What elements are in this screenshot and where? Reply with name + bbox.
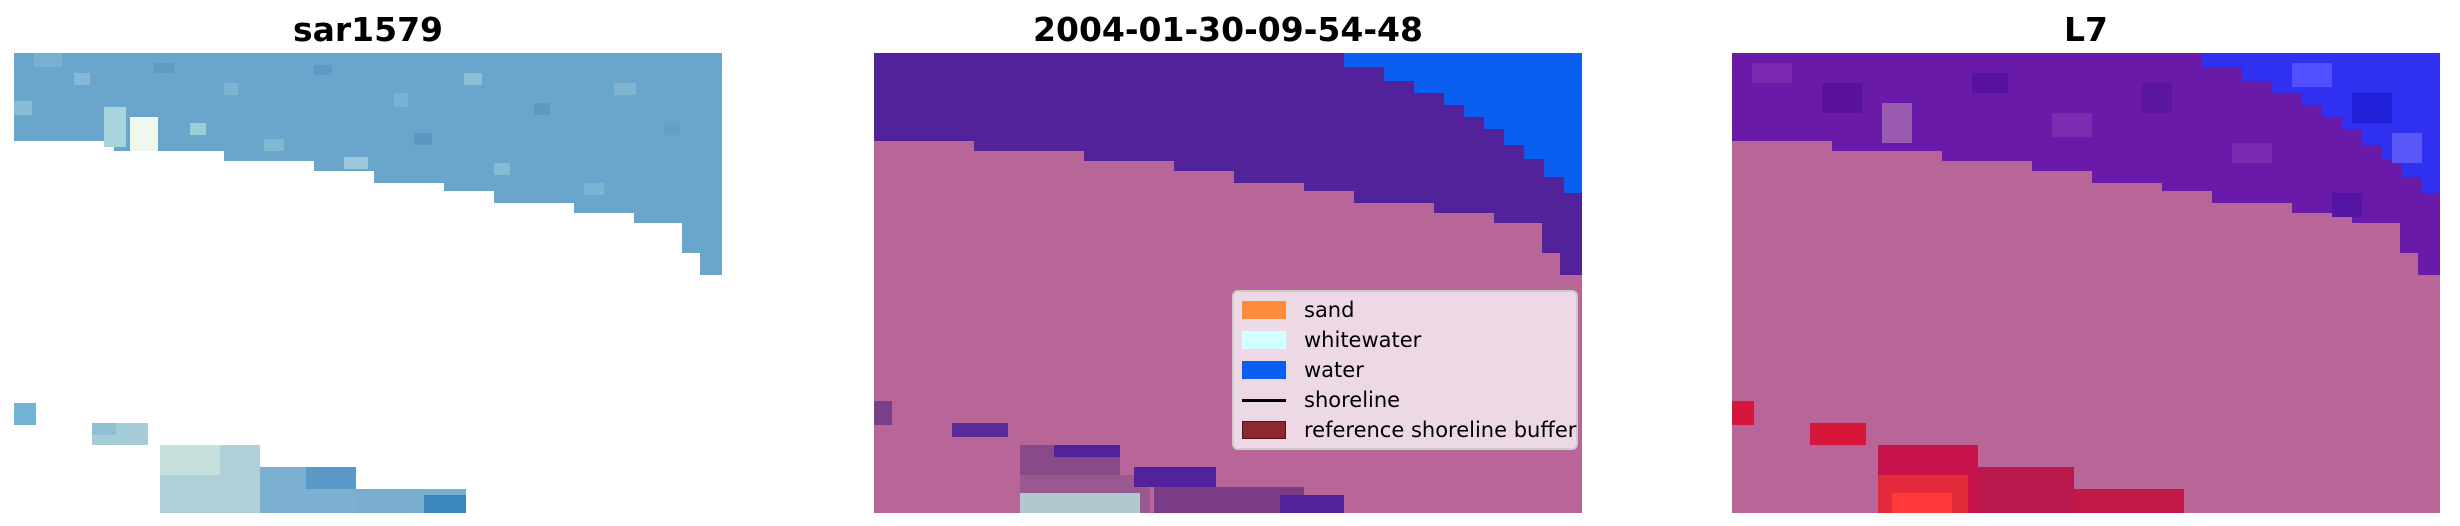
sand-swatch <box>1242 301 1286 319</box>
classification-map <box>874 53 1582 513</box>
legend: sand whitewater water shoreline referenc… <box>1232 290 1578 450</box>
legend-label: sand <box>1304 298 1355 322</box>
legend-label: shoreline <box>1304 388 1401 412</box>
legend-label: water <box>1304 358 1364 382</box>
panel-title-l7: L7 <box>2064 10 2108 49</box>
legend-item-water: water <box>1242 356 1364 384</box>
sar-image-panel <box>14 53 722 513</box>
legend-label: whitewater <box>1304 328 1422 352</box>
l7-panel <box>1732 53 2440 513</box>
l7-image <box>1732 53 2440 513</box>
legend-item-sand: sand <box>1242 296 1354 324</box>
sar-image <box>14 53 722 513</box>
water-swatch <box>1242 361 1286 379</box>
legend-item-buffer: reference shoreline buffer <box>1242 416 1576 444</box>
legend-label: reference shoreline buffer <box>1304 418 1577 442</box>
panel-title-sar: sar1579 <box>292 10 444 49</box>
shoreline-line <box>1242 398 1286 402</box>
legend-item-shoreline: shoreline <box>1242 386 1400 414</box>
panel-title-date: 2004-01-30-09-54-48 <box>1033 10 1423 49</box>
whitewater-swatch <box>1242 331 1286 349</box>
classification-panel <box>874 53 1582 513</box>
legend-item-whitewater: whitewater <box>1242 326 1421 354</box>
buffer-swatch <box>1242 421 1286 439</box>
